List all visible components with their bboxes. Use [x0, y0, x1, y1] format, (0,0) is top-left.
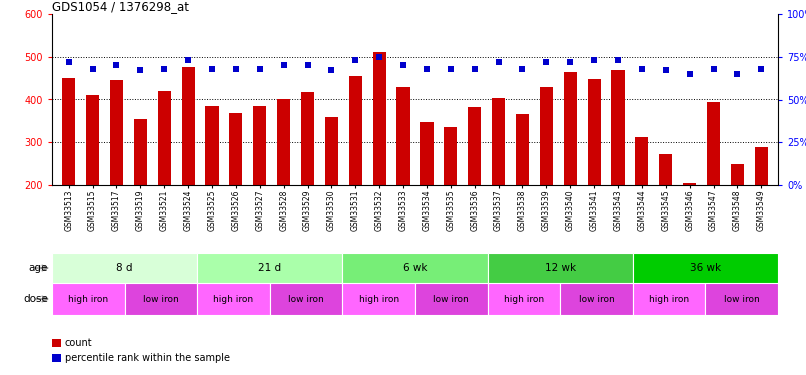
Bar — [705, 283, 778, 315]
Point — [588, 57, 600, 63]
Bar — [134, 119, 147, 185]
Bar — [343, 253, 488, 283]
Bar — [197, 253, 343, 283]
Bar — [110, 80, 123, 185]
Text: low iron: low iron — [724, 294, 759, 303]
Text: low iron: low iron — [434, 294, 469, 303]
Bar — [125, 283, 197, 315]
Bar — [612, 70, 625, 185]
Bar — [516, 114, 529, 185]
Bar — [253, 106, 266, 185]
Text: high iron: high iron — [69, 294, 108, 303]
Text: percentile rank within the sample: percentile rank within the sample — [64, 353, 230, 363]
Text: GDS1054 / 1376298_at: GDS1054 / 1376298_at — [52, 0, 189, 13]
Bar — [633, 253, 778, 283]
Point — [563, 59, 576, 65]
Point — [253, 66, 266, 72]
Point — [62, 59, 75, 65]
Point — [325, 68, 338, 74]
Bar — [325, 117, 338, 185]
Point — [181, 57, 194, 63]
Bar — [343, 283, 415, 315]
Text: low iron: low iron — [143, 294, 179, 303]
Point — [158, 66, 171, 72]
Bar — [754, 147, 768, 185]
Point — [516, 66, 529, 72]
Bar — [421, 122, 434, 185]
Point — [372, 54, 385, 60]
Text: high iron: high iron — [649, 294, 689, 303]
Text: 8 d: 8 d — [116, 263, 133, 273]
Bar — [560, 283, 633, 315]
Bar — [158, 91, 171, 185]
Bar — [488, 253, 633, 283]
Point — [397, 62, 409, 68]
Point — [206, 66, 218, 72]
Text: low iron: low iron — [579, 294, 614, 303]
Bar — [731, 165, 744, 185]
Text: low iron: low iron — [289, 294, 324, 303]
Point — [134, 68, 147, 74]
Point — [635, 66, 648, 72]
Point — [731, 71, 744, 77]
Bar — [397, 87, 409, 185]
Bar — [52, 253, 197, 283]
Point — [659, 68, 672, 74]
Point — [755, 66, 768, 72]
Bar — [492, 98, 505, 185]
Point — [421, 66, 434, 72]
Bar — [468, 107, 481, 185]
Bar — [181, 68, 195, 185]
Bar — [62, 78, 75, 185]
Bar — [563, 72, 577, 185]
Bar — [197, 283, 270, 315]
Text: high iron: high iron — [359, 294, 399, 303]
Bar — [635, 137, 649, 185]
Point — [444, 66, 457, 72]
Bar — [52, 354, 61, 362]
Point — [349, 57, 362, 63]
Bar — [277, 99, 290, 185]
Point — [277, 62, 290, 68]
Bar — [270, 283, 343, 315]
Point — [612, 57, 625, 63]
Text: 12 wk: 12 wk — [545, 263, 575, 273]
Bar — [301, 92, 314, 185]
Bar — [707, 102, 720, 185]
Bar — [683, 183, 696, 185]
Text: count: count — [64, 338, 93, 348]
Bar — [488, 283, 560, 315]
Bar — [659, 154, 672, 185]
Bar — [86, 95, 99, 185]
Text: high iron: high iron — [504, 294, 544, 303]
Point — [492, 59, 505, 65]
Point — [540, 59, 553, 65]
Bar — [444, 127, 457, 185]
Point — [230, 66, 243, 72]
Point — [301, 62, 314, 68]
Text: age: age — [28, 263, 48, 273]
Bar — [372, 53, 386, 185]
Bar — [633, 283, 705, 315]
Bar — [52, 283, 125, 315]
Bar — [415, 283, 488, 315]
Text: 21 d: 21 d — [258, 263, 281, 273]
Bar — [52, 339, 61, 347]
Text: dose: dose — [23, 294, 48, 304]
Text: 6 wk: 6 wk — [403, 263, 427, 273]
Bar — [349, 76, 362, 185]
Text: 36 wk: 36 wk — [690, 263, 721, 273]
Point — [110, 62, 123, 68]
Bar — [230, 113, 243, 185]
Bar — [540, 87, 553, 185]
Point — [683, 71, 696, 77]
Bar — [588, 79, 600, 185]
Point — [707, 66, 720, 72]
Text: high iron: high iron — [214, 294, 254, 303]
Bar — [206, 106, 218, 185]
Point — [86, 66, 99, 72]
Point — [468, 66, 481, 72]
